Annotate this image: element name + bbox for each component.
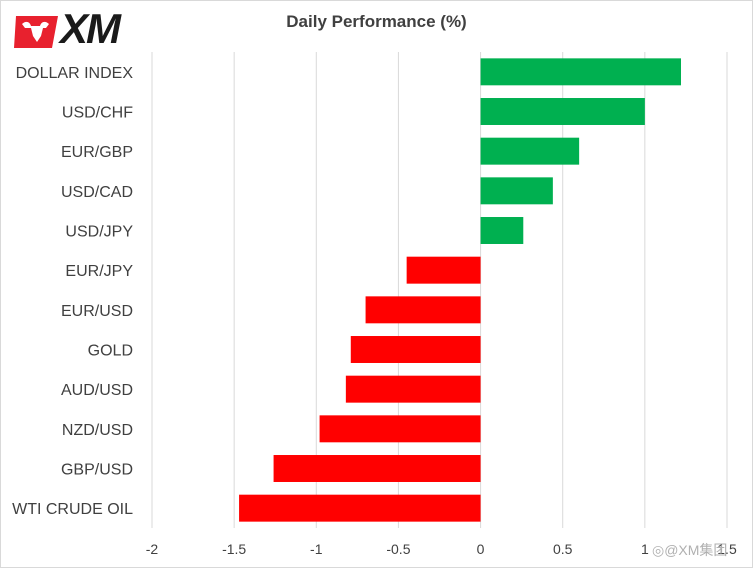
x-tick-label: 0.5	[553, 541, 573, 557]
category-label: GBP/USD	[61, 462, 133, 479]
category-label: EUR/USD	[61, 303, 133, 320]
x-tick-label: 1.5	[717, 541, 737, 557]
x-tick-label: 0	[477, 541, 485, 557]
category-label: GOLD	[88, 343, 133, 360]
category-label: USD/CHF	[62, 105, 133, 122]
bar	[350, 336, 481, 363]
category-label: EUR/GBP	[61, 144, 133, 161]
bar	[480, 98, 645, 125]
category-label: NZD/USD	[62, 422, 133, 439]
bar	[345, 375, 481, 403]
category-label: USD/JPY	[65, 224, 133, 241]
weibo-icon: ◎	[652, 542, 665, 558]
x-tick-label: 1	[641, 541, 649, 557]
bar	[319, 415, 481, 443]
bar	[480, 177, 553, 205]
bar	[480, 137, 580, 165]
chart-title: Daily Performance (%)	[286, 12, 467, 31]
bar	[365, 296, 481, 324]
logo-text: XM	[60, 5, 121, 52]
category-label: WTI CRUDE OIL	[12, 501, 133, 518]
category-label: AUD/USD	[61, 382, 133, 399]
x-tick-label: -2	[146, 541, 159, 557]
category-label: DOLLAR INDEX	[16, 65, 134, 82]
xm-bull-logo-icon	[14, 16, 58, 48]
xm-logo: XM	[14, 5, 154, 52]
bar	[239, 494, 481, 522]
category-label: EUR/JPY	[65, 263, 133, 280]
bar	[406, 256, 481, 284]
x-tick-label: -1.5	[222, 541, 246, 557]
bar	[480, 58, 681, 86]
bar	[480, 217, 524, 244]
x-tick-label: -0.5	[386, 541, 410, 557]
watermark: ◎@XM集团	[652, 540, 727, 560]
bar	[273, 455, 481, 482]
x-tick-label: -1	[310, 541, 323, 557]
watermark-text: @XM集团	[664, 542, 728, 558]
category-label: USD/CAD	[61, 184, 133, 201]
